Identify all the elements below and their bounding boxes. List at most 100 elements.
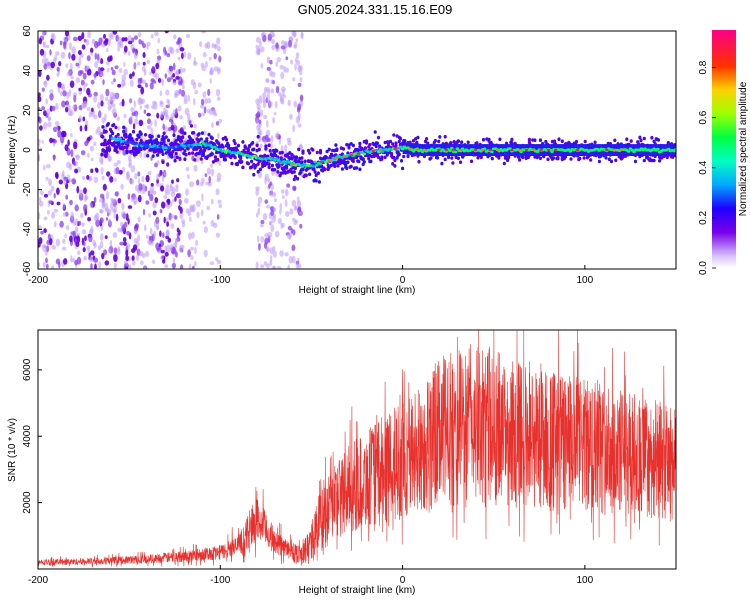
spectrogram-noise-blob [203, 106, 207, 114]
spectrogram-noise-blob [169, 185, 173, 192]
spectrogram-band-blob [411, 138, 416, 143]
spectrogram-noise-blob [132, 71, 135, 77]
spectrogram-noise-blob [199, 41, 203, 48]
spectrogram-band-blob [429, 156, 433, 160]
spectrogram-noise-blob [266, 263, 270, 269]
spectrogram-noise-blob [79, 189, 84, 197]
spectrogram-noise-blob [81, 31, 85, 40]
spectrogram-noise-blob [178, 81, 183, 86]
spectrogram-noise-blob [85, 65, 89, 71]
spectrogram-noise-blob [68, 88, 72, 97]
spectrogram-band-blob [242, 148, 246, 153]
spectrogram-noise-blob [260, 264, 265, 269]
spectrogram-noise-blob [182, 67, 186, 73]
spectrogram-noise-blob [194, 260, 197, 267]
spectrogram-band-blob [197, 132, 201, 136]
spectrogram-noise-blob [107, 105, 112, 111]
spectrogram-noise-blob [143, 109, 147, 114]
spectrogram-noise-blob [99, 94, 104, 102]
spectrogram-noise-blob [98, 261, 102, 269]
spectrogram-noise-blob [187, 249, 191, 258]
spectrogram-noise-blob [106, 191, 109, 200]
spectrogram-noise-blob [78, 57, 82, 65]
spectrogram-noise-blob [195, 239, 199, 247]
spectrogram-noise-blob [133, 100, 136, 108]
spectrogram-noise-blob [131, 37, 135, 43]
spectrogram-noise-blob [152, 259, 156, 264]
spectrogram-noise-blob [164, 31, 169, 34]
spectrogram-noise-blob [283, 65, 287, 73]
spectrogram-band-blob [638, 135, 642, 140]
spectrogram-noise-blob [295, 52, 300, 59]
spectrogram-noise-blob [204, 42, 209, 49]
spectrogram-noise-blob [167, 198, 171, 205]
spectrogram-noise-blob [102, 79, 105, 85]
spectrogram-noise-blob [108, 33, 113, 38]
spectrogram-band-blob [475, 141, 479, 145]
spectrogram-noise-blob [108, 218, 111, 225]
spectrogram-band-blob [164, 135, 168, 139]
spectrogram-ridge-mark [550, 150, 554, 154]
spectrogram-noise-blob [56, 187, 60, 195]
spectrogram-noise-blob [256, 235, 260, 243]
spectrogram-noise-blob [272, 250, 277, 258]
spectrogram-ridge-mark [450, 146, 454, 150]
spectrogram-band-blob [607, 157, 611, 161]
spectrogram-noise-blob [54, 171, 59, 179]
spectrogram-noise-blob [173, 34, 177, 40]
spectrogram-noise-blob [74, 168, 79, 174]
spectrogram-band-blob [192, 131, 196, 135]
spectrogram-band-blob [297, 147, 301, 152]
spectrogram-peak-mark [291, 162, 295, 166]
spectrogram-noise-blob [49, 93, 54, 101]
spectrogram-band-blob [107, 138, 112, 143]
spectrogram-ridge-mark [632, 150, 636, 154]
spectrogram-band-blob [300, 160, 304, 164]
spectrogram-noise-blob [157, 78, 162, 83]
spectrogram-noise-blob [260, 109, 264, 117]
spectrogram-band-blob [256, 162, 260, 166]
spectrogram-noise-blob [263, 86, 268, 94]
spectrogram-noise-blob [281, 222, 285, 228]
spectrogram-band-blob [246, 147, 250, 152]
spectrogram-noise-blob [80, 212, 84, 219]
spectrogram-noise-blob [93, 176, 99, 184]
spectrogram-band-blob [401, 166, 405, 171]
spectrogram-noise-blob [199, 104, 205, 109]
spectrogram-noise-blob [93, 257, 99, 263]
spectrogram-noise-blob [159, 230, 162, 237]
spectrogram-noise-blob [79, 125, 83, 132]
spectrogram-band-blob [280, 150, 284, 155]
spectrogram-noise-blob [189, 181, 195, 188]
spectrogram-noise-blob [177, 193, 182, 199]
spectrogram-noise-blob [121, 74, 126, 83]
spectrogram-noise-blob [266, 66, 271, 71]
spectrogram-noise-blob [38, 70, 42, 77]
spectrogram-band-blob [171, 149, 175, 154]
spectrogram-band-blob [201, 153, 206, 157]
spectrogram-x-tick-label: -100 [210, 275, 230, 286]
spectrogram-band-blob [122, 129, 126, 134]
spectrogram-peak-mark [510, 148, 514, 152]
spectrogram-noise-blob [125, 173, 131, 181]
spectrogram-noise-blob [67, 139, 70, 147]
spectrogram-noise-blob [74, 226, 79, 234]
spectrogram-band-blob [391, 142, 395, 146]
spectrogram-ridge-mark [141, 142, 146, 146]
colorbar-tick-label: 0.0 [698, 261, 709, 275]
spectrogram-noise-blob [156, 112, 160, 119]
spectrogram-noise-blob [147, 170, 152, 176]
spectrogram-band-blob [114, 125, 118, 130]
spectrogram-band-blob [233, 155, 237, 160]
spectrogram-noise-blob [104, 235, 108, 240]
spectrogram-noise-blob [216, 178, 221, 183]
spectrogram-band-blob [210, 152, 214, 156]
spectrogram-noise-blob [292, 229, 296, 236]
colorbar-tick-label: 0.2 [698, 211, 709, 225]
spectrogram-noise-blob [144, 224, 147, 232]
spectrogram-noise-blob [51, 244, 56, 250]
snr-marks [38, 330, 676, 568]
spectrogram-noise-blob [106, 47, 109, 53]
spectrogram-noise-blob [128, 159, 132, 166]
spectrogram-noise-blob [59, 40, 63, 46]
